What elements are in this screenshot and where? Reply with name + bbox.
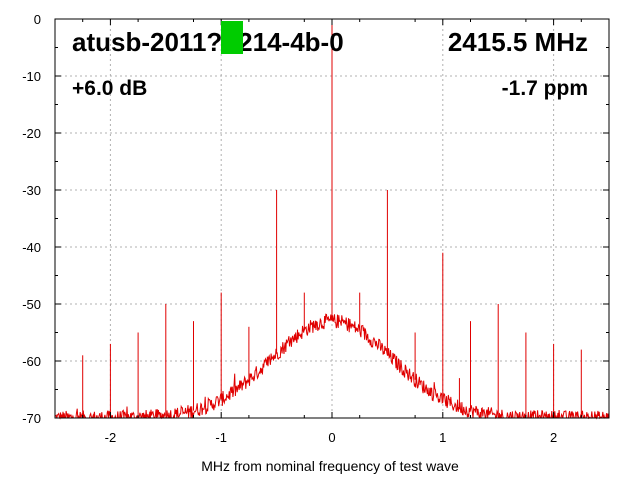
y-tick-label: 0 [34,12,41,27]
y-tick-label: -30 [22,183,41,198]
x-tick-label: 0 [328,430,335,445]
x-tick-label: 2 [550,430,557,445]
x-tick-label: -1 [215,430,227,445]
status-marker [221,21,243,54]
x-tick-labels: -2 -1 0 1 2 [105,430,558,445]
y-tick-label: -40 [22,240,41,255]
y-tick-label: -70 [22,411,41,426]
frequency-label: 2415.5 MHz [448,27,588,57]
offset-ppm-label: -1.7 ppm [502,77,588,100]
series-trace [54,19,610,420]
y-tick-label: -20 [22,126,41,141]
axis-ticks [55,18,609,419]
y-tick-label: -50 [22,297,41,312]
gain-label: +6.0 dB [72,77,147,100]
y-tick-labels: 0 -10 -20 -30 -40 -50 -60 -70 [22,12,41,426]
x-axis-label: MHz from nominal frequency of test wave [201,458,459,474]
y-tick-label: -60 [22,354,41,369]
device-id-label: atusb-2011??214-4b-0 [72,27,344,57]
y-tick-label: -10 [22,69,41,84]
x-tick-label: -2 [105,430,117,445]
x-tick-label: 1 [439,430,446,445]
